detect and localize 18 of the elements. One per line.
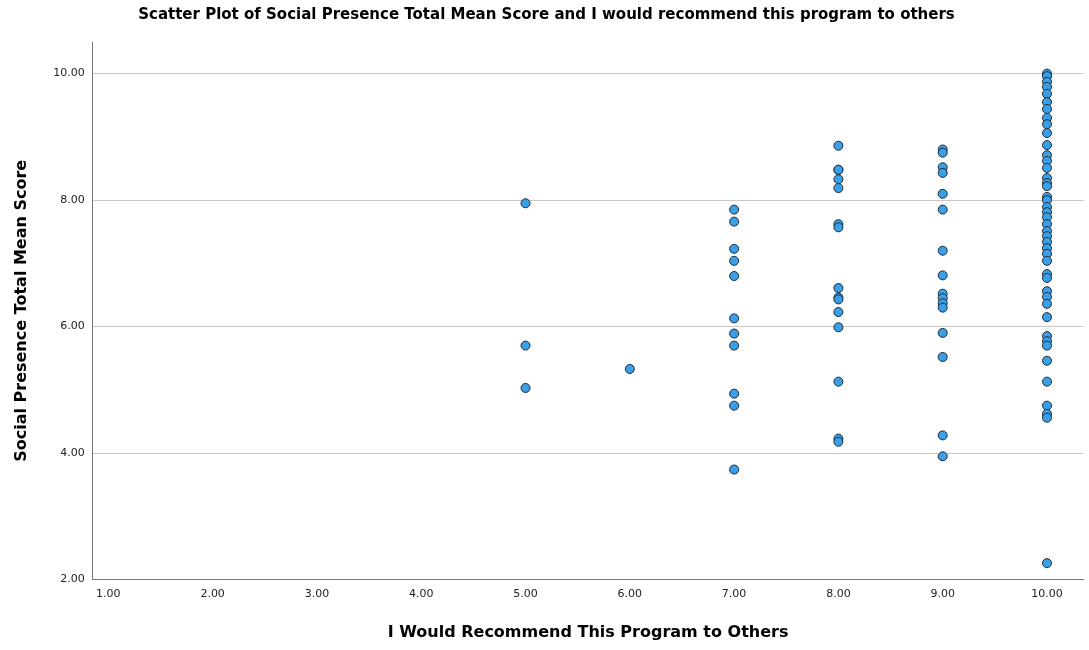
x-tick-label: 3.00 (304, 587, 330, 601)
x-tick-label: 7.00 (721, 587, 747, 601)
x-tick-label: 4.00 (408, 587, 434, 601)
y-tick-label: 2.00 (60, 572, 85, 586)
x-tick-label: 9.00 (930, 587, 955, 601)
x-tick-label: 1.00 (96, 587, 121, 601)
y-tick-label: 4.00 (60, 445, 85, 459)
x-tick-label: 8.00 (826, 587, 851, 601)
y-tick-label: 8.00 (60, 192, 85, 206)
x-tick-label: 5.00 (513, 587, 538, 601)
x-tick-label: 2.00 (200, 587, 225, 601)
y-axis-title: Social Presence Total Mean Score (10, 159, 30, 462)
chart-title: Scatter Plot of Social Presence Total Mean Score and I would recommend this program to others (138, 4, 955, 23)
x-tick-label: 6.00 (617, 587, 643, 601)
x-tick-label: 10.00 (1031, 587, 1063, 601)
y-tick-label: 10.00 (53, 66, 85, 80)
y-tick-label: 6.00 (60, 319, 85, 333)
x-axis-title: I Would Recommend This Program to Others (387, 621, 789, 641)
